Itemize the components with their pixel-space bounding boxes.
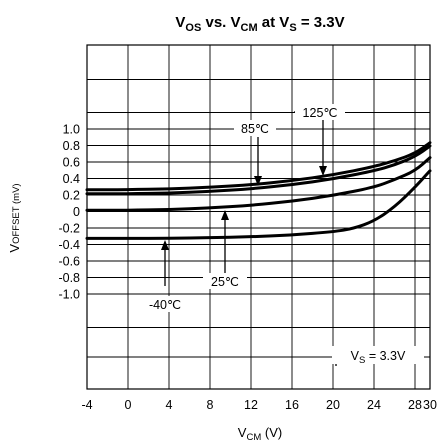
chart-title: VOS vs. VCM at VS = 3.3V (175, 14, 344, 34)
series-curve-2 (85, 156, 432, 212)
series-curve-1 (85, 144, 432, 196)
x-tick-label: 28 (408, 398, 422, 412)
x-tick-label: 12 (244, 398, 258, 412)
label-85c: 85℃ (241, 122, 269, 136)
data-curves (85, 141, 432, 240)
annotation-arrows (161, 111, 337, 366)
arrowhead-85c (254, 176, 262, 186)
label-25c: 25℃ (211, 275, 239, 289)
y-tick-label: 0.2 (63, 189, 80, 203)
label-125c: 125℃ (303, 106, 338, 120)
plot-frame (86, 44, 431, 390)
y-tick-label: -1.0 (58, 288, 80, 302)
y-tick-label: -0.8 (58, 271, 80, 285)
arrowhead-25c (221, 210, 229, 220)
y-tick-label: 0.4 (63, 172, 80, 186)
x-tick-label: 24 (367, 398, 381, 412)
series-curve-0 (85, 141, 432, 192)
y-tick-label: 1.0 (63, 123, 80, 137)
y-tick-label: -0.2 (58, 222, 80, 236)
x-tick-label: -4 (81, 398, 92, 412)
arrowhead-m40c (161, 240, 169, 250)
x-tick-label: 8 (207, 398, 214, 412)
y-tick-label: 0.8 (63, 139, 80, 153)
x-tick-label: 16 (285, 398, 299, 412)
y-tick-label: 0.6 (63, 156, 80, 170)
y-tick-label: -0.6 (58, 255, 80, 269)
y-tick-label: 0 (73, 205, 80, 219)
label-vs: VS = 3.3V (351, 349, 406, 366)
tick-labels: -4 0 4 8 12 16 20 24 28 30 1.0 0.8 0.6 0.4 0.2 0 -0.2 -0.… (58, 123, 437, 413)
y-axis-label: VOFFSET (mV) (7, 183, 22, 252)
y-tick-label: -0.4 (58, 238, 80, 252)
x-tick-label: 0 (125, 398, 132, 412)
arrowhead-125c (319, 166, 327, 176)
label-m40c: -40℃ (149, 298, 181, 312)
x-tick-label: 20 (326, 398, 340, 412)
series-curve-3 (85, 169, 432, 240)
x-tick-label: 4 (166, 398, 173, 412)
x-axis-label: VCM (V) (238, 425, 282, 443)
x-tick-label: 30 (423, 398, 437, 412)
